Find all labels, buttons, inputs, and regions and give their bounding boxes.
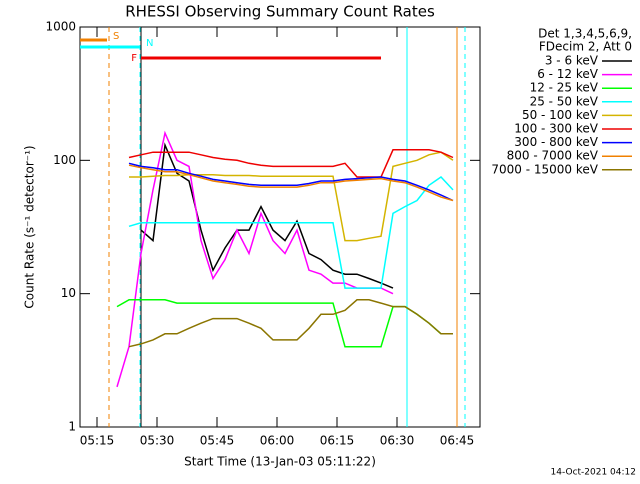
flag-label: F <box>131 53 137 64</box>
chart-title: RHESSI Observing Summary Count Rates <box>125 3 435 21</box>
series-line <box>116 130 394 388</box>
plot-frame <box>79 26 481 428</box>
legend-label: 50 - 100 keV <box>522 108 599 122</box>
series-line <box>129 151 454 242</box>
x-axis-label: Start Time (13-Jan-03 05:11:22) <box>184 455 376 469</box>
legend-label: 100 - 300 keV <box>514 122 598 136</box>
y-tick-label: 100 <box>53 153 76 167</box>
series-line <box>128 176 454 289</box>
x-tick-label: 06:00 <box>260 434 295 448</box>
legend-label: 6 - 12 keV <box>537 67 599 81</box>
series-line <box>140 142 394 289</box>
legend-label: 800 - 7000 keV <box>507 149 599 163</box>
legend-label: 25 - 50 keV <box>530 94 599 108</box>
series-line <box>128 164 454 202</box>
y-tick-label: 10 <box>61 286 76 300</box>
x-tick-label: 05:30 <box>140 434 175 448</box>
series-line <box>116 299 442 348</box>
legend-label: 3 - 6 keV <box>545 54 599 68</box>
x-tick-label: 05:45 <box>200 434 235 448</box>
x-tick-label: 06:45 <box>440 434 475 448</box>
x-tick-label: 05:15 <box>80 434 115 448</box>
y-tick-label: 1000 <box>45 20 76 34</box>
series-line <box>128 299 453 348</box>
legend-title: FDecim 2, Att 0 <box>539 40 632 54</box>
x-tick-label: 06:30 <box>380 434 415 448</box>
series-line <box>128 162 454 202</box>
flag-label: N <box>146 38 153 49</box>
legend-label: 300 - 800 keV <box>514 135 598 149</box>
flag-label: S <box>113 31 119 42</box>
legend-label: 7000 - 15000 keV <box>491 162 598 176</box>
series-line <box>128 149 454 178</box>
legend-label: 12 - 25 keV <box>530 81 599 95</box>
x-tick-label: 06:15 <box>320 434 355 448</box>
footer: 14-Oct-2021 04:12 <box>551 468 636 478</box>
legend-title: Det 1,3,4,5,6,9, <box>538 27 632 41</box>
y-tick-label: 1 <box>68 420 76 434</box>
y-axis-label: Count Rate (s⁻¹ detector⁻¹) <box>23 145 37 308</box>
